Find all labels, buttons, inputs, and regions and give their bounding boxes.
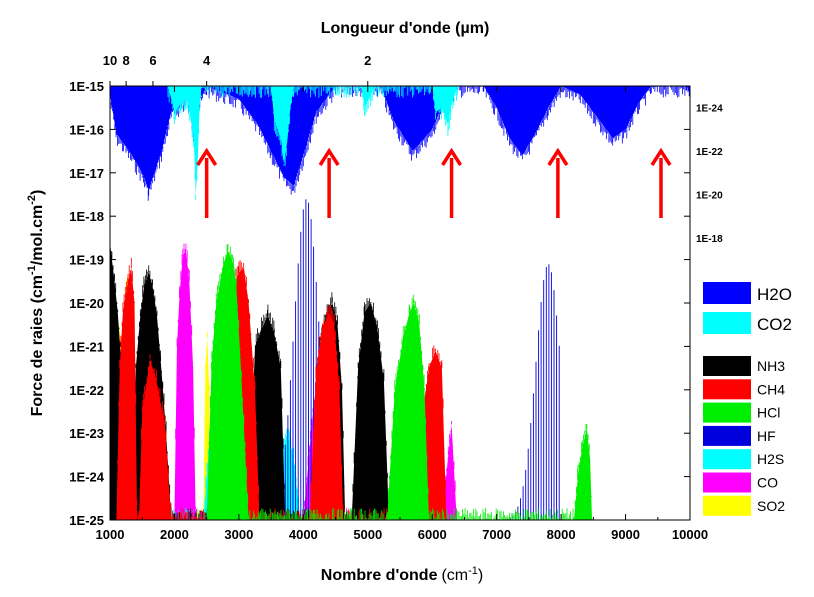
x-tick-label: 9000 bbox=[611, 527, 640, 542]
x-tick-label: 4000 bbox=[289, 527, 318, 542]
legend-label: HF bbox=[757, 428, 776, 444]
y-tick-label: 1E-16 bbox=[69, 122, 104, 137]
y-tick-label: 1E-23 bbox=[69, 426, 104, 441]
legend-item-co2: CO2 bbox=[703, 312, 792, 334]
right-tick-label: 1E-18 bbox=[696, 234, 723, 245]
legend-label: CO bbox=[757, 475, 778, 491]
legend-label: CO2 bbox=[757, 315, 792, 334]
legend-item-so2: SO2 bbox=[703, 496, 785, 516]
legend-swatch bbox=[703, 426, 751, 446]
red-arrow-4 bbox=[549, 151, 567, 218]
red-arrow-5 bbox=[652, 151, 670, 218]
legend-label: SO2 bbox=[757, 498, 785, 514]
top-tick-label: 8 bbox=[122, 53, 129, 68]
top-tick-label: 6 bbox=[149, 53, 156, 68]
x-axis-unit-base: (cm bbox=[441, 567, 468, 584]
legend-label: HCl bbox=[757, 405, 780, 421]
legend-item-h2s: H2S bbox=[703, 449, 784, 469]
legend-item-co: CO bbox=[703, 473, 778, 493]
legend-swatch bbox=[703, 473, 751, 493]
legend-item-hcl: HCl bbox=[703, 403, 780, 423]
y-axis-title-part-3: ) bbox=[29, 190, 46, 195]
y-tick-label: 1E-24 bbox=[69, 470, 104, 485]
x-tick-label: 5000 bbox=[353, 527, 382, 542]
legend-swatch bbox=[703, 496, 751, 516]
series-hf-band-2 bbox=[500, 264, 559, 520]
right-tick-label: 1E-24 bbox=[696, 104, 723, 115]
right-tick-label: 1E-20 bbox=[696, 191, 723, 202]
y-tick-label: 1E-21 bbox=[69, 339, 104, 354]
legend-swatch bbox=[703, 403, 751, 423]
legend-swatch bbox=[703, 282, 751, 304]
top-tick-label: 10 bbox=[103, 53, 117, 68]
legend-item-hf: HF bbox=[703, 426, 776, 446]
right-tick-label: 1E-22 bbox=[696, 147, 723, 158]
y-axis-title-exp-2: -2 bbox=[26, 195, 38, 205]
top-axis-title: Longueur d'onde (µm) bbox=[321, 20, 490, 37]
x-tick-label: 10000 bbox=[672, 527, 708, 542]
x-tick-label: 6000 bbox=[418, 527, 447, 542]
y-axis-title-exp-1: -1 bbox=[26, 265, 38, 275]
top-tick-label: 4 bbox=[203, 53, 211, 68]
x-axis-title-main: Nombre d'onde bbox=[321, 567, 438, 584]
x-tick-label: 8000 bbox=[547, 527, 576, 542]
legend-label: H2S bbox=[757, 451, 784, 467]
y-tick-label: 1E-20 bbox=[69, 296, 104, 311]
x-tick-label: 1000 bbox=[96, 527, 125, 542]
red-arrow-2 bbox=[320, 151, 338, 218]
y-tick-label: 1E-22 bbox=[69, 383, 104, 398]
legend-swatch bbox=[703, 356, 751, 376]
y-tick-label: 1E-19 bbox=[69, 253, 104, 268]
red-arrow-3 bbox=[443, 151, 461, 218]
x-axis-unit-close: ) bbox=[478, 567, 483, 584]
arrow-layer bbox=[198, 151, 670, 218]
legend-item-ch4: CH4 bbox=[703, 379, 785, 399]
x-axis-unit-exp: -1 bbox=[468, 565, 478, 577]
legend-item-nh3: NH3 bbox=[703, 356, 785, 376]
legend-swatch bbox=[703, 312, 751, 334]
legend: H2O CO2 NH3 CH4 HCl HF H2S CO SO2 bbox=[703, 282, 792, 516]
legend-swatch bbox=[703, 379, 751, 399]
y-tick-label: 1E-15 bbox=[69, 79, 104, 94]
y-tick-label: 1E-25 bbox=[69, 513, 104, 528]
y-tick-label: 1E-17 bbox=[69, 166, 104, 181]
series-layer bbox=[110, 86, 690, 520]
legend-label: H2O bbox=[757, 285, 792, 304]
y-tick-label: 1E-18 bbox=[69, 209, 104, 224]
legend-swatch bbox=[703, 449, 751, 469]
x-axis-title: Nombre d'onde (cm-1) bbox=[321, 565, 483, 584]
x-tick-label: 3000 bbox=[224, 527, 253, 542]
red-arrow-1 bbox=[198, 151, 216, 218]
legend-item-h2o: H2O bbox=[703, 282, 792, 304]
y-axis-title-part-1: Force de raies (cm bbox=[29, 275, 46, 416]
y-axis-title: Force de raies (cm-1/mol.cm-2) bbox=[26, 190, 46, 417]
legend-label: CH4 bbox=[757, 381, 785, 397]
legend-label: NH3 bbox=[757, 358, 785, 374]
top-tick-label: 2 bbox=[364, 53, 371, 68]
y-axis-title-part-2: /mol.cm bbox=[29, 205, 46, 265]
x-tick-label: 7000 bbox=[482, 527, 511, 542]
x-tick-label: 2000 bbox=[160, 527, 189, 542]
